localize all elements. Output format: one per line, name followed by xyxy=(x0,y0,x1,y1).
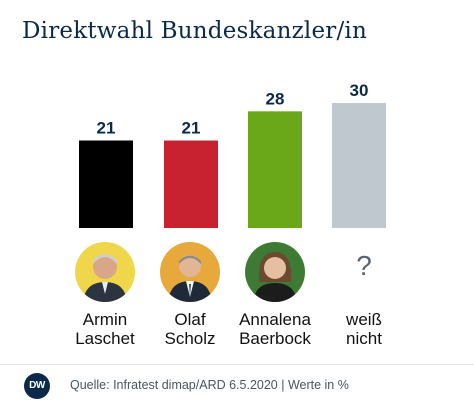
bar-chart: 21 21 28 30 xyxy=(79,81,386,228)
chart-title: Direktwahl Bundeskanzler/in xyxy=(22,18,367,44)
value-label-laschet: 21 xyxy=(97,119,116,138)
label-laschet: Armin Laschet xyxy=(55,310,155,348)
bar-scholz xyxy=(164,140,218,228)
source-note: Quelle: Infratest dimap/ARD 6.5.2020 | W… xyxy=(70,378,349,392)
label-baerbock-first: Annalena xyxy=(239,310,311,329)
portrait-scholz-icon xyxy=(160,242,220,302)
bar-baerbock xyxy=(248,111,302,228)
label-laschet-last: Laschet xyxy=(75,329,135,348)
label-baerbock-last: Baerbock xyxy=(239,329,311,348)
portrait-baerbock-icon xyxy=(245,242,305,302)
label-baerbock: Annalena Baerbock xyxy=(225,310,325,348)
label-undecided: weiß nicht xyxy=(314,310,414,348)
label-scholz: Olaf Scholz xyxy=(140,310,240,348)
bar-undecided xyxy=(332,103,386,228)
label-scholz-first: Olaf xyxy=(174,310,206,329)
dw-logo-icon: DW xyxy=(24,373,50,399)
label-undecided-line2: nicht xyxy=(346,329,382,348)
value-label-undecided: 30 xyxy=(350,81,369,100)
bar-laschet xyxy=(79,140,133,228)
portrait-laschet-icon xyxy=(75,242,135,302)
value-label-baerbock: 28 xyxy=(266,89,285,108)
question-mark-icon: ? xyxy=(356,250,372,281)
label-laschet-first: Armin xyxy=(82,310,128,329)
value-label-scholz: 21 xyxy=(182,119,201,138)
label-scholz-last: Scholz xyxy=(164,329,216,348)
footer-divider xyxy=(0,364,474,365)
label-undecided-line1: weiß xyxy=(346,310,382,329)
